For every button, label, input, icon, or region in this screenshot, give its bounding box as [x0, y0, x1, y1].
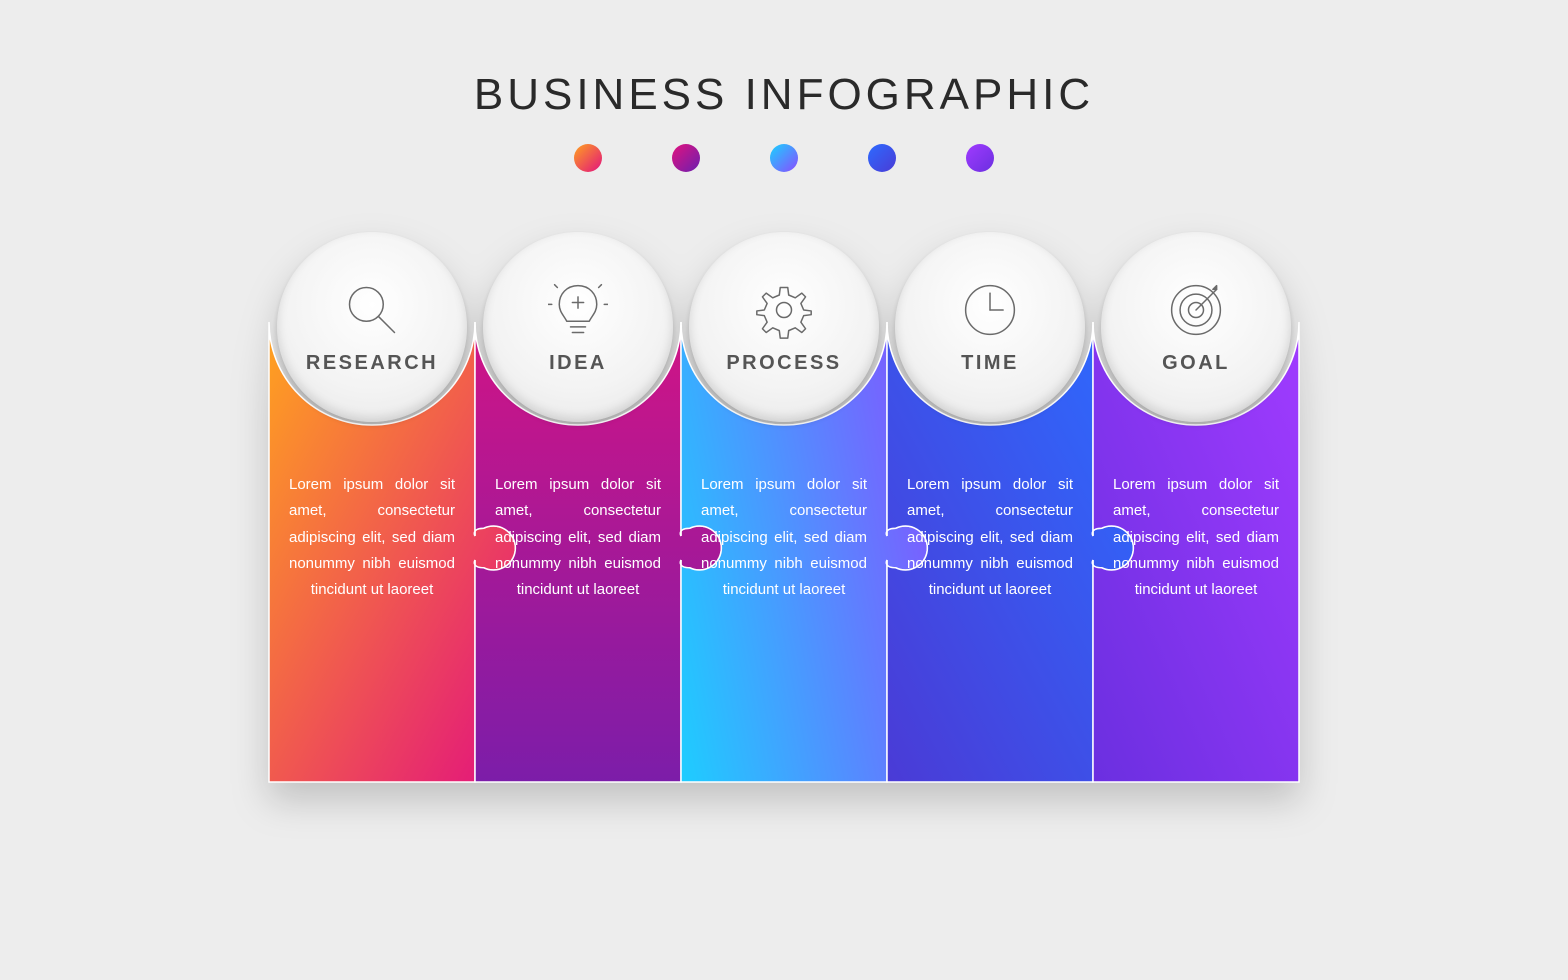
gear-icon — [754, 280, 814, 340]
magnifier-icon — [342, 280, 402, 340]
badge-goal: GOAL — [1101, 232, 1291, 422]
step-desc: Lorem ipsum dolor sit amet, consectetur … — [495, 472, 661, 603]
step-goal: GOAL Lorem ipsum dolor sit amet, consect… — [1093, 262, 1299, 782]
badge-process: PROCESS — [689, 232, 879, 422]
step-label: TIME — [961, 352, 1019, 375]
infographic-title: BUSINESS INFOGRAPHIC — [474, 70, 1094, 120]
legend-dot-idea — [672, 144, 700, 172]
puzzle-stage: RESEARCH Lorem ipsum dolor sit amet, con… — [269, 262, 1299, 822]
clock-icon — [960, 280, 1020, 340]
legend-dot-research — [574, 144, 602, 172]
target-icon — [1166, 280, 1226, 340]
step-label: RESEARCH — [306, 352, 438, 375]
step-label: GOAL — [1162, 352, 1230, 375]
badge-idea: IDEA — [483, 232, 673, 422]
legend-dot-process — [770, 144, 798, 172]
lightbulb-icon — [548, 280, 608, 340]
legend-dots — [574, 144, 994, 172]
legend-dot-time — [868, 144, 896, 172]
badge-research: RESEARCH — [277, 232, 467, 422]
legend-dot-goal — [966, 144, 994, 172]
step-research: RESEARCH Lorem ipsum dolor sit amet, con… — [269, 262, 475, 782]
step-desc: Lorem ipsum dolor sit amet, consectetur … — [289, 472, 455, 603]
step-desc: Lorem ipsum dolor sit amet, consectetur … — [907, 472, 1073, 603]
step-idea: IDEA Lorem ipsum dolor sit amet, consect… — [475, 262, 681, 782]
step-label: PROCESS — [726, 352, 841, 375]
badge-time: TIME — [895, 232, 1085, 422]
step-desc: Lorem ipsum dolor sit amet, consectetur … — [701, 472, 867, 603]
step-process: PROCESS Lorem ipsum dolor sit amet, cons… — [681, 262, 887, 782]
step-time: TIME Lorem ipsum dolor sit amet, consect… — [887, 262, 1093, 782]
step-label: IDEA — [549, 352, 607, 375]
step-desc: Lorem ipsum dolor sit amet, consectetur … — [1113, 472, 1279, 603]
